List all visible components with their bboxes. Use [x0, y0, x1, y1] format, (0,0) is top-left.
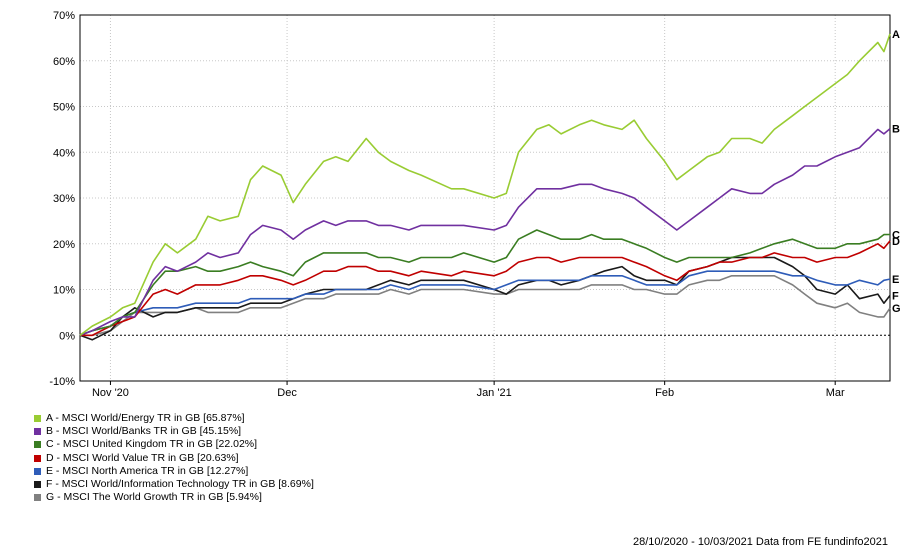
legend-label: B - MSCI World/Banks TR in GB [45.15%]: [46, 425, 242, 438]
legend-swatch: [34, 415, 41, 423]
x-tick-label: Nov '20: [92, 387, 129, 399]
legend-swatch: [34, 441, 41, 449]
legend-item-f: F - MSCI World/Information Technology TR…: [34, 478, 314, 491]
legend-swatch: [34, 454, 41, 462]
legend-label: G - MSCI The World Growth TR in GB [5.94…: [46, 491, 262, 504]
series-end-label-b: B: [892, 124, 900, 136]
plot-area-frame: [79, 14, 891, 382]
series-line-f: [79, 256, 891, 341]
legend-item-c: C - MSCI United Kingdom TR in GB [22.02%…: [34, 438, 314, 451]
y-tick-label: 40%: [53, 147, 75, 159]
data-source-footer: 28/10/2020 - 10/03/2021 Data from FE fun…: [632, 536, 888, 548]
series-end-label-f: F: [892, 290, 899, 302]
series-line-b: [79, 128, 891, 337]
legend-swatch: [34, 481, 41, 489]
y-tick-label: -10%: [49, 376, 75, 388]
y-tick-label: 60%: [53, 56, 75, 68]
series-end-label-c: C: [892, 230, 900, 242]
line-chart: 70% 60% 50% 40% 30% 20% 10% 0% -10% Nov '20 Dec Jan…: [49, 10, 900, 399]
x-tick-label: Mar: [826, 387, 845, 399]
y-tick-label: 0%: [59, 330, 75, 342]
y-tick-label: 70%: [53, 10, 75, 22]
legend-item-e: E - MSCI North America TR in GB [12.27%]: [34, 465, 314, 478]
series-line-a: [79, 33, 891, 336]
legend-label: E - MSCI North America TR in GB [12.27%]: [46, 464, 249, 477]
legend-label: A - MSCI World/Energy TR in GB [65.87%]: [46, 412, 245, 424]
x-tick-label: Jan '21: [477, 387, 512, 399]
series-end-label-a: A: [892, 29, 900, 41]
chart-legend: A - MSCI World/Energy TR in GB [65.87%] B…: [34, 412, 314, 504]
legend-swatch: [34, 428, 41, 436]
legend-item-g: G - MSCI The World Growth TR in GB [5.94…: [34, 491, 314, 504]
legend-swatch: [34, 467, 41, 475]
y-tick-label: 10%: [53, 285, 75, 297]
y-tick-label: 50%: [53, 102, 75, 114]
series-end-label-d: D: [892, 236, 900, 248]
y-tick-label: 30%: [53, 193, 75, 205]
x-tick-label: Feb: [655, 387, 674, 399]
legend-label: F - MSCI World/Information Technology TR…: [46, 477, 314, 490]
series-end-label-g: G: [892, 303, 900, 315]
legend-label: C - MSCI United Kingdom TR in GB [22.02%…: [46, 438, 258, 451]
series-line-d: [80, 240, 891, 337]
x-tick-label: Dec: [277, 387, 297, 399]
legend-label: D - MSCI World Value TR in GB [20.63%]: [46, 451, 239, 464]
y-tick-label: 20%: [53, 239, 75, 251]
series-line-c: [79, 229, 891, 337]
legend-swatch: [34, 494, 41, 502]
legend-item-b: B - MSCI World/Banks TR in GB [45.15%]: [34, 425, 314, 438]
legend-item-d: D - MSCI World Value TR in GB [20.63%]: [34, 452, 314, 465]
series-line-e: [79, 270, 891, 337]
legend-item-a: A - MSCI World/Energy TR in GB [65.87%]: [34, 412, 314, 425]
series-end-label-e: E: [892, 274, 899, 286]
